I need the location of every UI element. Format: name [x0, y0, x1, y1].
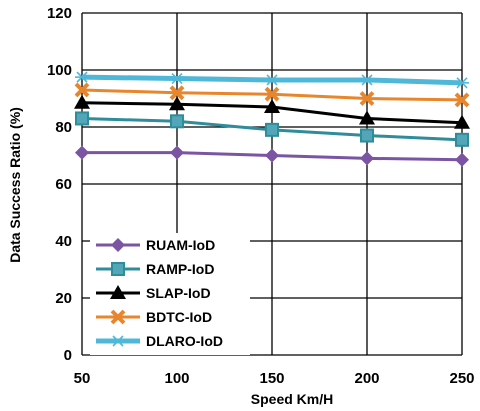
legend-marker	[111, 262, 125, 276]
data-point-ramp-iod	[265, 122, 279, 137]
star-marker-stroke	[456, 77, 468, 89]
data-point-slap-iod	[454, 114, 470, 129]
data-point-bdtc-iod	[264, 86, 280, 102]
x-axis-label: Speed Km/H	[251, 391, 333, 407]
series-group	[74, 71, 470, 167]
legend-label: DLARO-IoD	[146, 333, 223, 349]
y-axis-ticks: 0 20 40 60 80 100 120	[47, 5, 72, 364]
series-ruam-iod	[75, 145, 469, 167]
y-tick-label: 0	[64, 347, 72, 364]
legend-label: RUAM-IoD	[146, 237, 215, 253]
data-point-ruam-iod	[455, 152, 469, 167]
x-tick-label: 50	[74, 370, 91, 387]
legend-marker	[111, 335, 125, 347]
data-point-slap-iod	[169, 96, 185, 111]
legend-label: SLAP-IoD	[146, 285, 211, 301]
data-point-slap-iod	[359, 110, 375, 125]
x-marker-stroke	[169, 85, 185, 101]
data-point-ramp-iod	[170, 114, 184, 129]
star-marker-stroke	[112, 335, 124, 347]
star-marker-stroke	[266, 74, 278, 86]
legend-item-bdtc-iod: BDTC-IoD	[96, 309, 212, 325]
legend-item-dlaro-iod: DLARO-IoD	[96, 333, 223, 349]
star-marker-stroke	[76, 71, 88, 83]
star-marker-stroke	[361, 74, 373, 86]
y-tick-label: 120	[47, 5, 72, 22]
data-point-ramp-iod	[360, 128, 374, 143]
series-bdtc-iod	[74, 82, 470, 108]
data-point-ramp-iod	[75, 111, 89, 126]
legend-item-ruam-iod: RUAM-IoD	[96, 237, 215, 253]
series-slap-iod	[74, 94, 470, 129]
legend: RUAM-IoD RAMP-IoD SLAP-IoD BDTC-IoD DLARO-Io…	[90, 233, 250, 355]
data-point-dlaro-iod	[455, 77, 469, 89]
y-tick-label: 40	[55, 233, 72, 250]
legend-item-ramp-iod: RAMP-IoD	[96, 261, 214, 277]
legend-marker	[110, 285, 126, 299]
y-tick-label: 80	[55, 119, 72, 136]
legend-label: BDTC-IoD	[146, 309, 212, 325]
data-point-bdtc-iod	[169, 85, 185, 101]
data-point-bdtc-iod	[359, 91, 375, 106]
legend-label: RAMP-IoD	[146, 261, 214, 277]
data-point-ramp-iod	[455, 132, 469, 147]
x-tick-label: 200	[354, 370, 379, 387]
x-marker-stroke	[74, 82, 90, 98]
data-point-ruam-iod	[360, 151, 374, 166]
series-dlaro-iod	[75, 71, 469, 89]
data-point-bdtc-iod	[454, 92, 470, 108]
y-axis-label: Data Success Ratio (%)	[7, 107, 23, 263]
data-point-dlaro-iod	[170, 72, 184, 85]
data-point-dlaro-iod	[360, 74, 374, 86]
x-tick-label: 150	[259, 370, 284, 387]
x-axis-ticks: 50 100 150 200 250	[74, 370, 475, 387]
data-point-dlaro-iod	[75, 71, 89, 83]
x-marker-stroke	[110, 309, 126, 325]
star-marker-stroke	[171, 72, 183, 85]
y-tick-label: 20	[55, 290, 72, 307]
series-ramp-iod	[75, 111, 469, 147]
data-point-slap-iod	[264, 99, 280, 114]
x-marker-stroke	[264, 86, 280, 102]
data-point-ruam-iod	[265, 148, 279, 163]
y-tick-label: 60	[55, 176, 72, 193]
data-point-ruam-iod	[75, 145, 89, 160]
data-point-slap-iod	[74, 94, 90, 109]
x-tick-label: 100	[164, 370, 189, 387]
legend-marker	[110, 309, 126, 325]
data-point-dlaro-iod	[265, 74, 279, 86]
y-tick-label: 100	[47, 62, 72, 79]
x-marker-stroke	[454, 92, 470, 108]
legend-marker	[111, 238, 125, 252]
x-marker-stroke	[359, 91, 375, 106]
data-point-ruam-iod	[170, 145, 184, 160]
legend-item-slap-iod: SLAP-IoD	[96, 285, 211, 301]
x-tick-label: 250	[449, 370, 474, 387]
data-point-bdtc-iod	[74, 82, 90, 98]
